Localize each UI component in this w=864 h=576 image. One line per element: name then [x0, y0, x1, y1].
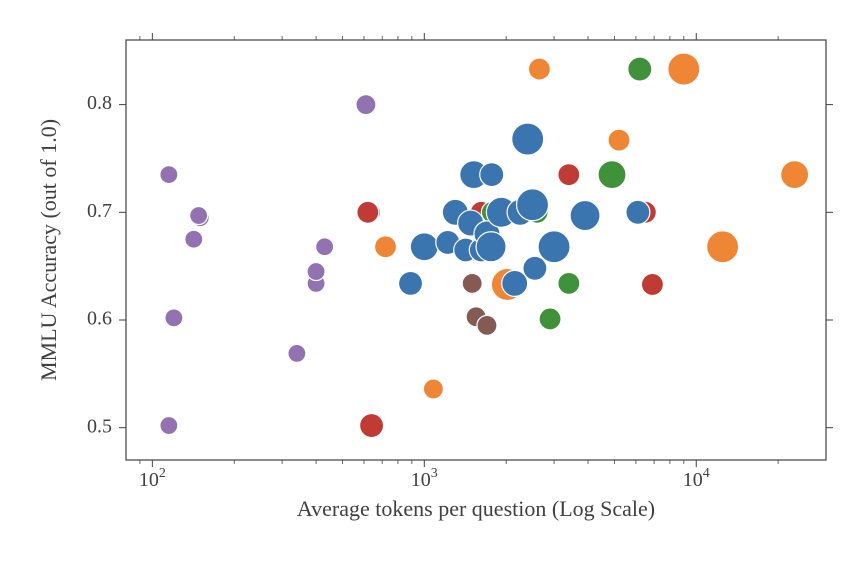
data-point: [480, 163, 504, 187]
svg-text:0.5: 0.5: [87, 415, 112, 437]
data-point: [628, 57, 652, 81]
data-point: [558, 272, 580, 294]
chart-svg: 0.5 0.6 0.7 0.8 102 103 104 Average tokens per …: [0, 0, 864, 576]
svg-text:0.8: 0.8: [87, 92, 112, 114]
svg-text:103: 103: [411, 466, 438, 491]
data-point: [598, 161, 626, 189]
data-point: [399, 271, 423, 295]
data-point: [523, 256, 547, 280]
data-point: [423, 379, 443, 399]
data-point: [538, 231, 570, 263]
data-point: [410, 233, 438, 261]
data-point: [360, 414, 384, 438]
data-point: [570, 201, 600, 231]
data-point: [626, 200, 650, 224]
data-point: [477, 315, 497, 335]
data-point: [781, 161, 809, 189]
data-point: [512, 123, 544, 155]
data-point: [307, 263, 325, 281]
svg-text:0.6: 0.6: [87, 308, 112, 330]
data-point: [288, 344, 306, 362]
x-axis-label: Average tokens per question (Log Scale): [297, 496, 655, 521]
scatter-chart: 0.5 0.6 0.7 0.8 102 103 104 Average tokens per …: [0, 0, 864, 576]
data-point: [316, 238, 334, 256]
data-point: [558, 164, 580, 186]
data-point: [476, 232, 506, 262]
data-point: [375, 236, 397, 258]
data-point: [160, 166, 178, 184]
svg-text:102: 102: [139, 466, 166, 491]
data-point: [517, 189, 549, 221]
data-point: [357, 201, 379, 223]
data-point: [185, 230, 203, 248]
data-point: [165, 309, 183, 327]
data-point: [668, 53, 700, 85]
y-axis-label: MMLU Accuracy (out of 1.0): [36, 119, 61, 381]
data-point: [190, 207, 208, 225]
data-point: [707, 231, 739, 263]
data-point: [539, 308, 561, 330]
data-point: [528, 58, 550, 80]
data-point: [608, 129, 630, 151]
data-point: [462, 273, 482, 293]
svg-text:0.7: 0.7: [87, 200, 112, 222]
svg-text:104: 104: [683, 466, 710, 491]
data-point: [641, 273, 663, 295]
data-point: [160, 417, 178, 435]
data-point: [356, 95, 376, 115]
